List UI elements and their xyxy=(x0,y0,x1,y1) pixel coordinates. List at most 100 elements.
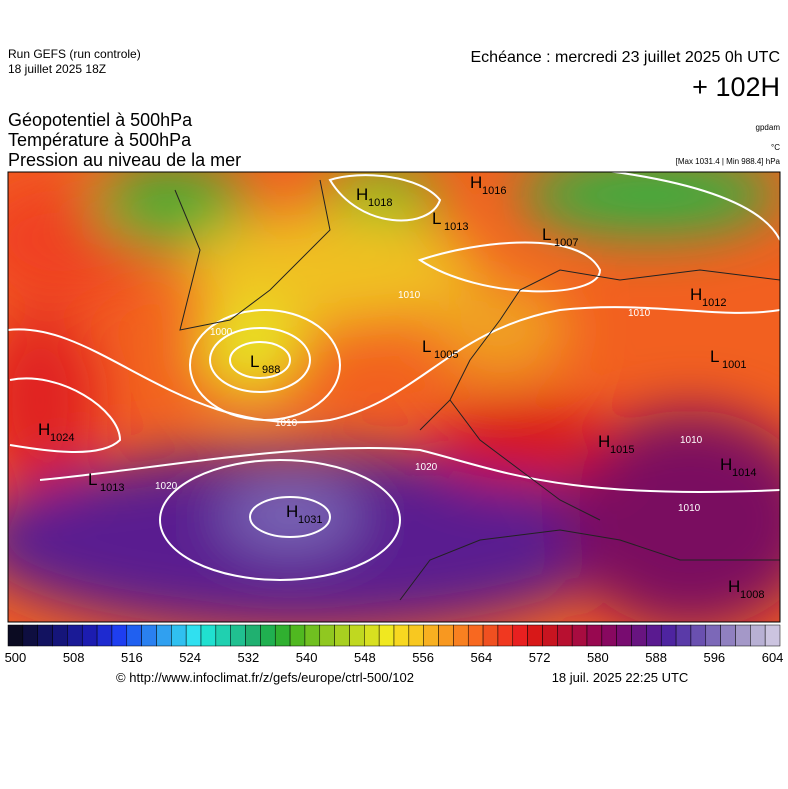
colorbar-cell xyxy=(171,624,187,647)
colorbar-cell xyxy=(364,624,380,647)
colorbar-cell xyxy=(705,624,721,647)
isobars xyxy=(8,172,780,581)
colorbar-tick-label: 588 xyxy=(645,650,667,665)
colorbar-cell xyxy=(393,624,410,647)
contour-label: 1010 xyxy=(678,503,701,514)
colorbar-cell xyxy=(230,624,246,647)
colorbar-cell xyxy=(764,624,781,647)
echeance: Echéance : mercredi 23 juillet 2025 0h U… xyxy=(471,49,781,66)
colorbar-cell xyxy=(423,624,439,647)
colorbar-tick-label: 524 xyxy=(179,650,201,665)
colorbar-cell xyxy=(260,624,276,647)
colorbar-cell xyxy=(37,624,53,647)
contour-label: 1010 xyxy=(680,435,703,446)
colorbar-cell xyxy=(245,624,261,647)
colorbar-cell xyxy=(660,624,677,647)
center-value: 1031 xyxy=(298,514,322,526)
title: Géopotentiel à 500hPa xyxy=(8,110,193,130)
colorbar-cell xyxy=(304,624,321,647)
center-letter: H xyxy=(728,577,740,596)
center-value: 1013 xyxy=(100,482,124,494)
footer-url: © http://www.infoclimat.fr/z/gefs/europe… xyxy=(116,670,414,685)
center-letter: H xyxy=(598,432,610,451)
colorbar-cell xyxy=(467,624,484,647)
colorbar-tick-label: 540 xyxy=(296,650,318,665)
colorbar-cell xyxy=(67,624,83,647)
colorbar-tick-label: 604 xyxy=(762,650,784,665)
center-value: 1008 xyxy=(740,589,764,601)
colorbar-tick-label: 580 xyxy=(587,650,609,665)
colorbar: 500 508 516 524 532 540 548 556 564 572 580 588 596 6… xyxy=(5,624,784,665)
colorbar-cell xyxy=(334,624,350,647)
colorbar-cell xyxy=(96,624,113,647)
center-letter: L xyxy=(432,209,441,228)
contour-label: 1020 xyxy=(415,462,438,473)
contour-label: 1000 xyxy=(210,327,233,338)
colorbar-tick-label: 596 xyxy=(703,650,725,665)
colorbar-cell xyxy=(453,624,469,647)
center-letter: H xyxy=(720,455,732,474)
colorbar-cell xyxy=(497,624,514,647)
colorbar-cell xyxy=(675,624,692,647)
colorbar-cell xyxy=(274,624,291,647)
center-letter: H xyxy=(38,420,50,439)
colorbar-tick-label: 572 xyxy=(529,650,551,665)
colorbar-tick-label: 500 xyxy=(5,650,27,665)
colorbar-cell xyxy=(690,624,707,647)
center-letter: L xyxy=(250,352,259,371)
center-value: 1013 xyxy=(444,221,468,233)
title: Température à 500hPa xyxy=(8,130,192,150)
colorbar-cell xyxy=(542,624,558,647)
center-value: 1016 xyxy=(482,185,506,197)
colorbar-cell xyxy=(631,624,647,647)
colorbar-cell xyxy=(616,624,632,647)
lead-time: + 102H xyxy=(692,72,780,102)
colorbar-cell xyxy=(601,624,617,647)
colorbar-tick-label: 516 xyxy=(121,650,143,665)
colorbar-cell xyxy=(735,624,751,647)
center-value: 988 xyxy=(262,364,280,376)
center-value: 1024 xyxy=(50,432,74,444)
contour-label: 1010 xyxy=(398,290,421,301)
colorbar-cell xyxy=(81,624,98,647)
colorbar-cell xyxy=(557,624,573,647)
run-title: Run GEFS (run controle) xyxy=(8,47,141,61)
colorbar-cell xyxy=(156,624,172,647)
colorbar-tick-label: 556 xyxy=(412,650,434,665)
center-letter: H xyxy=(470,173,482,192)
colorbar-tick-label: 564 xyxy=(471,650,493,665)
map xyxy=(8,172,780,622)
center-value: 1007 xyxy=(554,237,578,249)
unit: [Max 1031.4 | Min 988.4] hPa xyxy=(676,157,781,166)
colorbar-cell xyxy=(22,624,38,647)
run-date: 18 juillet 2025 18Z xyxy=(8,62,106,76)
colorbar-cell xyxy=(482,624,499,647)
contour-label: 1010 xyxy=(275,418,298,429)
center-letter: L xyxy=(710,347,719,366)
colorbar-cell xyxy=(319,624,335,647)
colorbar-tick-label: 548 xyxy=(354,650,376,665)
colorbar-cell xyxy=(7,624,24,647)
center-value: 1018 xyxy=(368,197,392,209)
colorbar-cell xyxy=(512,624,528,647)
colorbar-cell xyxy=(527,624,543,647)
center-letter: H xyxy=(286,502,298,521)
map-frame xyxy=(7,171,781,623)
colorbar-cell xyxy=(720,624,736,647)
colorbar-cell xyxy=(408,624,424,647)
colorbar-tick-label: 508 xyxy=(63,650,85,665)
colorbar-cell xyxy=(750,624,766,647)
center-value: 1005 xyxy=(434,349,458,361)
coastlines xyxy=(174,179,780,601)
colorbar-cell xyxy=(52,624,68,647)
colorbar-cell xyxy=(646,624,662,647)
colorbar-cell xyxy=(586,624,603,647)
unit: °C xyxy=(771,143,780,152)
colorbar-cell xyxy=(378,624,395,647)
center-letter: L xyxy=(542,225,551,244)
contour-label: 1020 xyxy=(155,481,178,492)
colorbar-cell xyxy=(185,624,202,647)
colorbar-cell xyxy=(126,624,142,647)
center-letter: L xyxy=(88,470,97,489)
